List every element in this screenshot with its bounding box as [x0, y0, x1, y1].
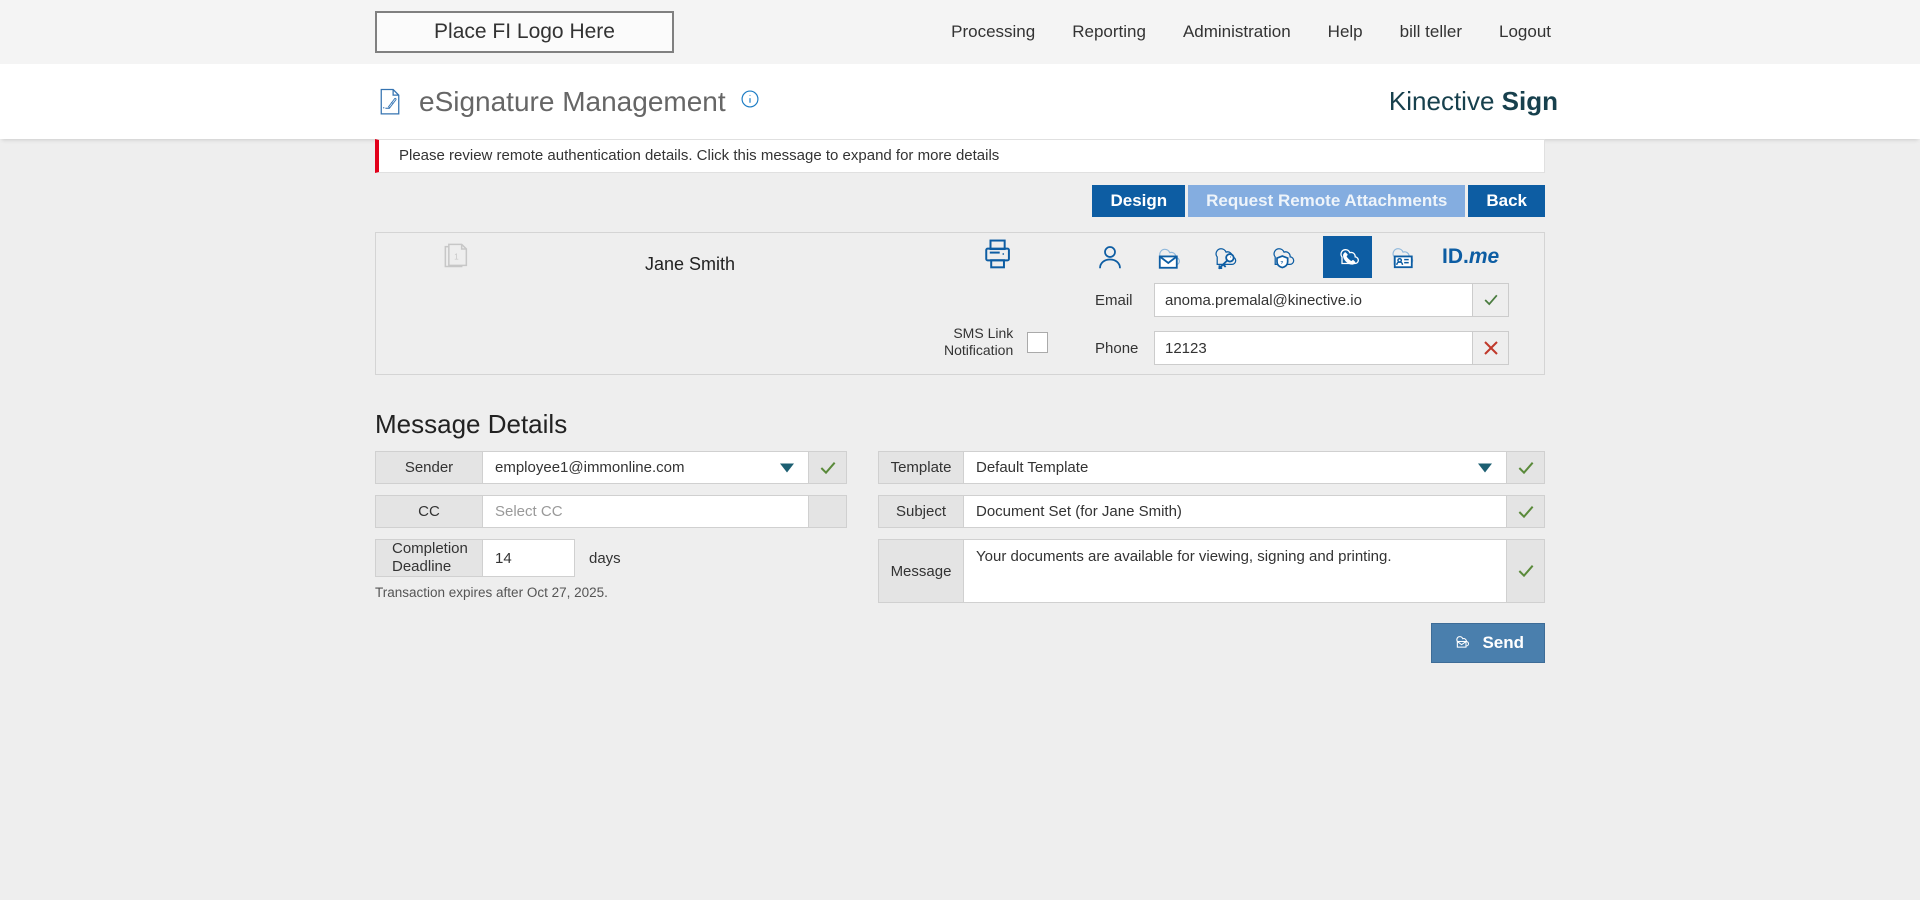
- svg-text:1: 1: [454, 253, 459, 262]
- svg-text:?: ?: [1280, 260, 1283, 266]
